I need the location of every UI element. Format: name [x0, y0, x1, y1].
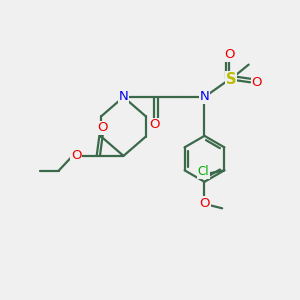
- Text: O: O: [224, 48, 235, 61]
- Text: S: S: [226, 72, 236, 87]
- Text: Cl: Cl: [197, 165, 209, 178]
- Text: O: O: [149, 118, 160, 131]
- Text: N: N: [118, 91, 128, 103]
- Text: O: O: [98, 122, 108, 134]
- Text: O: O: [71, 149, 82, 162]
- Text: O: O: [199, 197, 210, 210]
- Text: O: O: [251, 76, 262, 89]
- Text: N: N: [200, 91, 209, 103]
